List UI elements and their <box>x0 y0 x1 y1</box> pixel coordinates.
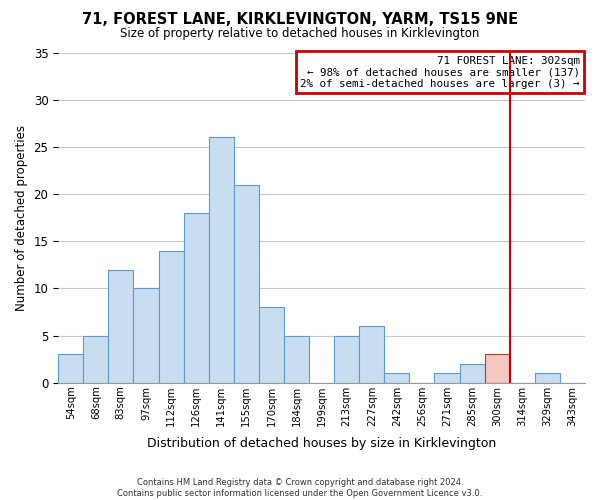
Bar <box>259 308 284 382</box>
Text: Size of property relative to detached houses in Kirklevington: Size of property relative to detached ho… <box>121 28 479 40</box>
Text: Contains HM Land Registry data © Crown copyright and database right 2024.
Contai: Contains HM Land Registry data © Crown c… <box>118 478 482 498</box>
Bar <box>485 354 510 382</box>
Bar <box>133 288 158 382</box>
X-axis label: Distribution of detached houses by size in Kirklevington: Distribution of detached houses by size … <box>147 437 496 450</box>
Bar <box>158 250 184 382</box>
Bar <box>284 336 309 382</box>
Bar <box>359 326 384 382</box>
Bar <box>434 374 460 382</box>
Bar <box>184 213 209 382</box>
Bar <box>209 138 234 382</box>
Bar <box>384 374 409 382</box>
Y-axis label: Number of detached properties: Number of detached properties <box>15 124 28 310</box>
Bar <box>109 270 133 382</box>
Text: 71, FOREST LANE, KIRKLEVINGTON, YARM, TS15 9NE: 71, FOREST LANE, KIRKLEVINGTON, YARM, TS… <box>82 12 518 28</box>
Bar <box>58 354 83 382</box>
Bar <box>334 336 359 382</box>
Bar <box>460 364 485 382</box>
Bar <box>234 184 259 382</box>
Bar <box>83 336 109 382</box>
Text: 71 FOREST LANE: 302sqm
← 98% of detached houses are smaller (137)
2% of semi-det: 71 FOREST LANE: 302sqm ← 98% of detached… <box>300 56 580 89</box>
Bar <box>535 374 560 382</box>
